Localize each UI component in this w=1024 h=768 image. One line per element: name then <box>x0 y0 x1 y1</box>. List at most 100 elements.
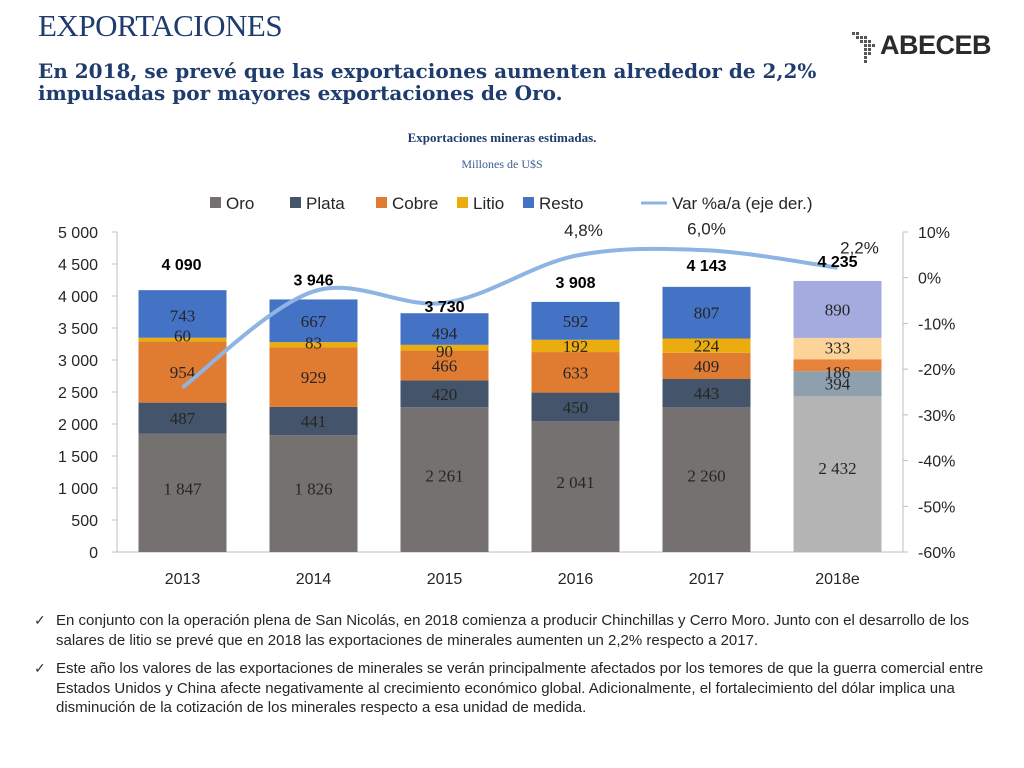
data-label-litio: 83 <box>305 333 322 352</box>
y-right-tick-label: -30% <box>918 408 955 425</box>
data-label-oro: 2 261 <box>425 467 463 486</box>
bar-resto <box>138 290 227 338</box>
legend-swatch-resto <box>523 197 534 208</box>
x-tick-label: 2014 <box>296 571 332 588</box>
y-right-tick-label: -10% <box>918 316 955 333</box>
line-var-pct <box>181 246 838 390</box>
data-label-oro: 2 041 <box>556 473 594 492</box>
page-title: EXPORTACIONES <box>38 8 283 43</box>
bar-oro <box>138 433 227 552</box>
bar-plata <box>138 402 227 434</box>
bar-plata <box>400 380 489 408</box>
y-left-tick-label: 2 500 <box>58 385 98 402</box>
data-label-plata: 420 <box>432 385 458 404</box>
legend-label: Litio <box>473 194 504 213</box>
x-tick-label: 2018e <box>815 571 860 588</box>
line-data-label: 6,0% <box>687 219 726 238</box>
bar-plata <box>662 379 751 408</box>
bar-oro <box>269 435 358 552</box>
data-label-oro: 1 847 <box>163 479 202 498</box>
bar-oro <box>400 407 489 552</box>
legend-label: Cobre <box>392 194 438 213</box>
bullet-item: ✓ En conjunto con la operación plena de … <box>34 611 994 650</box>
data-label-oro: 2 432 <box>818 459 856 478</box>
chart-title: Exportaciones mineras estimadas. <box>407 130 597 145</box>
bar-oro <box>662 407 751 552</box>
y-right-tick-label: -60% <box>918 545 955 562</box>
y-left-tick-label: 2 000 <box>58 417 98 434</box>
bar-resto <box>662 286 751 339</box>
chart-subtitle: Millones de U$S <box>461 157 543 171</box>
x-tick-label: 2013 <box>165 571 201 588</box>
y-left-tick-label: 3 000 <box>58 353 98 370</box>
data-label-resto: 667 <box>301 312 327 331</box>
bar-plata <box>531 392 620 422</box>
bar-cobre <box>400 350 489 381</box>
data-label-litio: 90 <box>436 342 453 361</box>
data-label-litio: 60 <box>174 326 191 345</box>
line-data-label: 2,2% <box>840 239 879 258</box>
south-america-map-icon <box>852 32 875 63</box>
y-right-tick-label: -20% <box>918 362 955 379</box>
legend-swatch-plata <box>290 197 301 208</box>
bar-oro <box>531 421 620 552</box>
data-label-plata: 487 <box>170 409 196 428</box>
data-label-litio: 192 <box>563 337 589 356</box>
bar-resto <box>793 280 882 338</box>
legend-label: Oro <box>226 194 254 213</box>
total-label: 4 235 <box>817 254 857 271</box>
total-label: 4 143 <box>686 258 726 275</box>
bar-litio <box>662 338 751 353</box>
bar-oro <box>793 396 882 552</box>
data-label-plata: 441 <box>301 412 327 431</box>
y-right-tick-label: 10% <box>918 225 950 242</box>
y-left-tick-label: 1 500 <box>58 449 98 466</box>
bullet-item: ✓ Este año los valores de las exportacio… <box>34 659 994 718</box>
y-left-tick-label: 4 000 <box>58 289 98 306</box>
data-label-oro: 1 826 <box>294 479 332 498</box>
page-subtitle: En 2018, se prevé que las exportaciones … <box>38 59 817 105</box>
bar-cobre <box>662 352 751 380</box>
x-tick-label: 2016 <box>558 571 594 588</box>
total-label: 4 090 <box>161 257 201 274</box>
bar-cobre <box>531 352 620 393</box>
checkmark-icon: ✓ <box>34 612 46 628</box>
total-label: 3 730 <box>424 299 464 316</box>
legend-swatch-oro <box>210 197 221 208</box>
legend-swatch-cobre <box>376 197 387 208</box>
y-left-tick-label: 5 000 <box>58 225 98 242</box>
data-label-cobre: 466 <box>432 357 458 376</box>
y-left-tick-label: 500 <box>71 513 98 530</box>
data-label-cobre: 186 <box>825 363 851 382</box>
data-label-resto: 592 <box>563 312 589 331</box>
data-label-plata: 394 <box>825 375 851 394</box>
bar-litio <box>531 339 620 353</box>
data-label-resto: 494 <box>432 324 458 343</box>
data-label-oro: 2 260 <box>687 467 725 486</box>
y-right-tick-label: 0% <box>918 271 941 288</box>
bar-litio <box>269 342 358 348</box>
y-left-tick-label: 4 500 <box>58 257 98 274</box>
legend-swatch-litio <box>457 197 468 208</box>
y-right-tick-label: -50% <box>918 499 955 516</box>
line-data-label: 4,8% <box>564 221 603 240</box>
bullet-text: Este año los valores de las exportacione… <box>56 660 984 716</box>
data-label-litio: 333 <box>825 338 851 357</box>
data-label-plata: 450 <box>563 398 589 417</box>
bar-cobre <box>138 341 227 403</box>
bar-plata <box>793 371 882 397</box>
data-label-cobre: 929 <box>301 368 327 387</box>
bar-litio <box>400 344 489 351</box>
total-label: 3 908 <box>555 275 595 292</box>
bar-plata <box>269 406 358 436</box>
data-label-cobre: 633 <box>563 363 589 382</box>
checkmark-icon: ✓ <box>34 660 46 676</box>
exports-chart: Oro Plata Cobre Litio Resto Var %a/a (eje der… <box>58 194 955 588</box>
data-label-resto: 890 <box>825 300 851 319</box>
y-left-tick-label: 1 000 <box>58 481 98 498</box>
bullet-text: En conjunto con la operación plena de Sa… <box>56 612 970 649</box>
bar-litio <box>793 337 882 360</box>
bar-cobre <box>269 347 358 407</box>
bar-cobre <box>793 359 882 372</box>
data-label-litio: 224 <box>694 337 720 356</box>
